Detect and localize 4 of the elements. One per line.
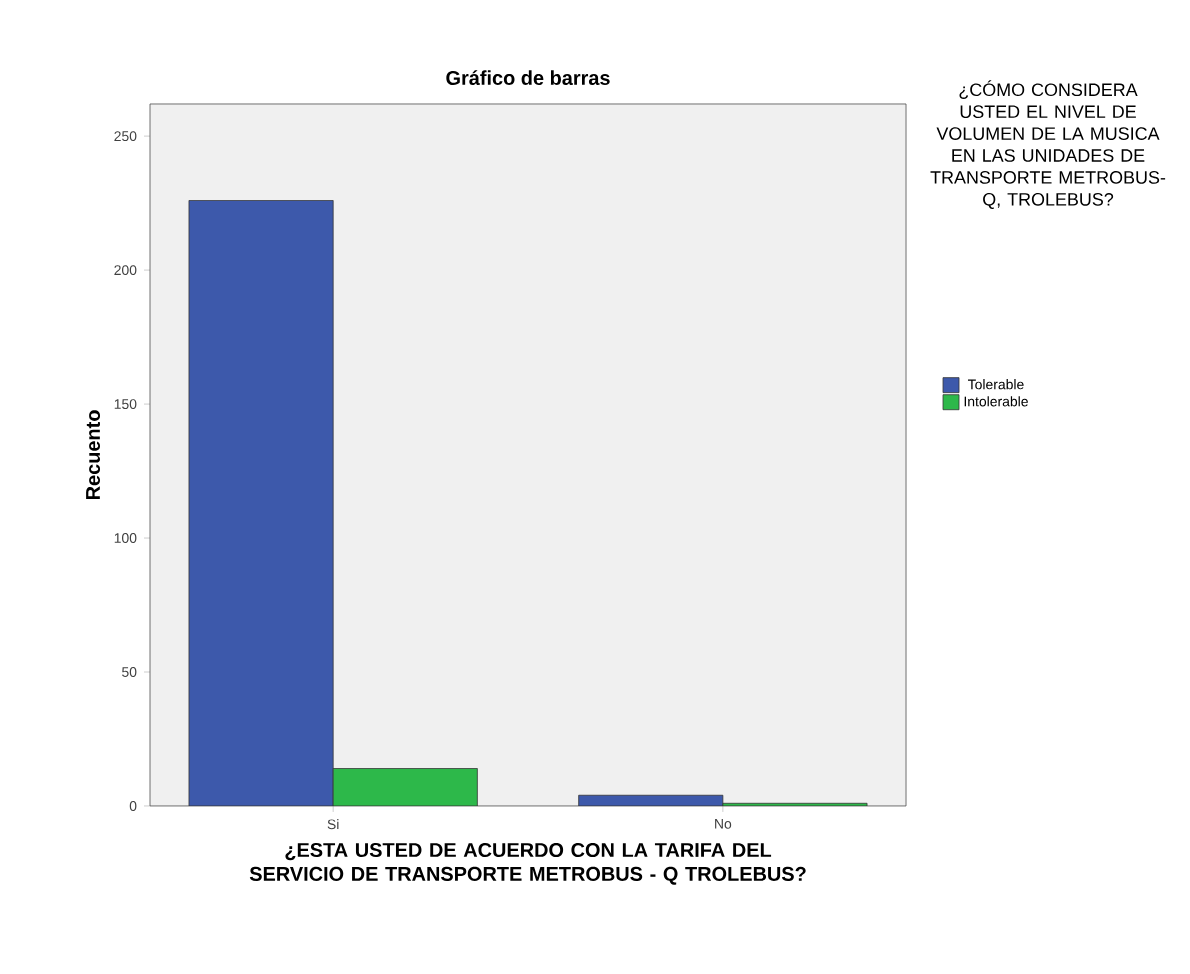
x-axis-title: ¿ESTA USTED DE ACUERDO CON LA TARIFA DEL SERVICIO DE TRANSPORTE METROBUS - Q TROLEBUS? [249, 842, 806, 885]
legend-title: ¿CÓMO CONSIDERA USTED EL NIVEL DE VOLUMEN DE LA MUSICA EN LAS UNIDADES DE TRANSPORTE METROBUS-Q, TROLEBUS? [930, 80, 1166, 209]
chart-title: Gráfico de barras [446, 70, 610, 85]
y-axis-title: Recuento [86, 410, 101, 500]
